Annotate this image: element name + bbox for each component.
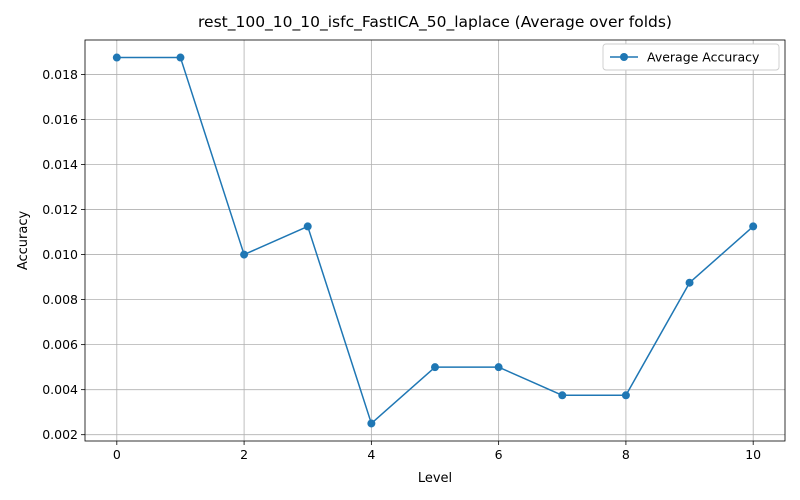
data-point [431,363,439,372]
axis-ticks: 0 2 4 6 8 10 0.002 0.004 0.006 0.008 0.010 0.012 0.0… [42,67,761,462]
y-tick-label: 0.012 [42,202,78,217]
legend-marker-swatch [620,53,628,61]
x-tick-label: 4 [367,447,375,462]
data-point [685,278,694,287]
data-point [367,419,376,428]
data-point [749,222,758,231]
grid [85,40,785,441]
legend-box [602,43,780,71]
y-tick-label: 0.016 [42,112,78,127]
y-tick-label: 0.006 [42,337,78,352]
y-tick-label: 0.004 [42,382,78,397]
data-point [240,250,249,259]
y-axis-label: Accuracy [16,211,31,271]
legend: Average Accuracy [602,43,780,71]
x-tick-label: 8 [622,447,630,462]
legend-label: Average Accuracy [647,50,760,65]
x-tick-label: 2 [240,447,248,462]
x-tick-label: 0 [113,447,121,462]
data-point [112,53,121,62]
y-tick-label: 0.014 [42,157,78,172]
data-point [303,222,312,231]
data-point [558,391,567,400]
x-tick-label: 10 [745,447,761,462]
x-axis-label: Level [418,471,452,486]
data-point [621,391,630,400]
series-layer [112,53,758,428]
data-point [176,53,185,62]
chart-title: rest_100_10_10_isfc_FastICA_50_laplace (… [198,13,672,32]
data-point [494,363,503,372]
y-tick-label: 0.008 [42,292,78,307]
y-tick-label: 0.018 [42,67,78,82]
y-tick-label: 0.010 [42,247,78,262]
x-tick-label: 6 [495,447,503,462]
y-tick-label: 0.002 [42,427,78,442]
plot-area-frame [84,39,786,442]
